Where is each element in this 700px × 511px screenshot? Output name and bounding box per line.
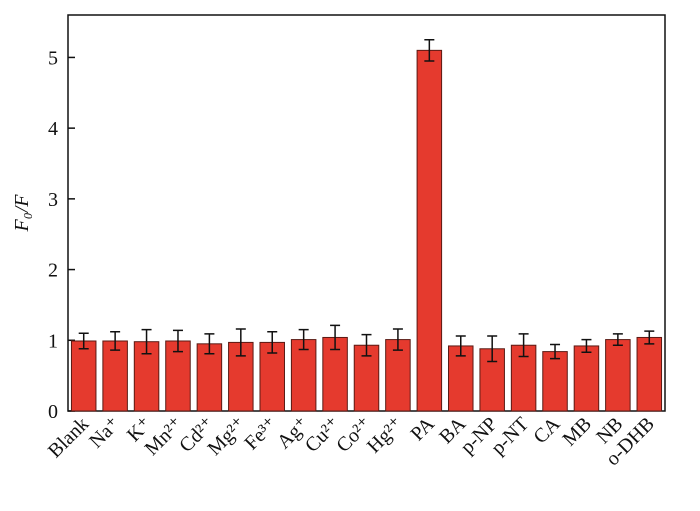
error-bar: [424, 39, 435, 62]
bar: [636, 336, 663, 412]
error-bar: [110, 331, 121, 351]
bar: [416, 49, 443, 412]
x-tick-label: Na⁺: [85, 413, 125, 453]
y-tick-label: 4: [48, 118, 58, 140]
error-bar: [172, 329, 183, 353]
bar: [542, 351, 568, 412]
error-bar: [235, 328, 246, 357]
x-tick-label: p-NT: [487, 413, 533, 459]
y-tick-label: 5: [48, 47, 58, 69]
error-bar: [78, 332, 89, 350]
bar: [353, 344, 380, 412]
error-bar: [518, 333, 529, 358]
error-bar: [455, 335, 466, 357]
error-bar: [550, 343, 561, 360]
bar: [573, 345, 600, 412]
error-bar: [204, 333, 215, 355]
x-tick-label: MB: [558, 413, 596, 451]
x-tick-label: CA: [529, 413, 565, 449]
error-bar: [330, 324, 341, 351]
error-bar: [487, 335, 498, 363]
y-tick-label: 2: [48, 260, 58, 282]
bar: [385, 339, 411, 412]
error-bar: [581, 338, 592, 354]
bar: [605, 339, 631, 412]
y-axis-label: F₀/F: [11, 194, 33, 233]
y-tick-label: 0: [48, 401, 58, 423]
bar: [259, 341, 285, 412]
bar: [290, 339, 317, 412]
error-bar: [361, 333, 372, 357]
x-tick-label: PA: [407, 413, 440, 446]
error-bar: [267, 331, 278, 354]
y-tick-label: 3: [48, 189, 58, 211]
bar: [70, 340, 97, 412]
error-bar: [392, 328, 403, 351]
y-tick-label: 1: [48, 330, 58, 352]
bar: [102, 340, 128, 412]
x-tick-label: Hg²⁺: [363, 413, 408, 458]
error-bar: [141, 328, 152, 355]
bar: [196, 343, 223, 412]
error-bar: [644, 330, 655, 345]
error-bar: [298, 328, 309, 351]
error-bar: [612, 333, 623, 346]
